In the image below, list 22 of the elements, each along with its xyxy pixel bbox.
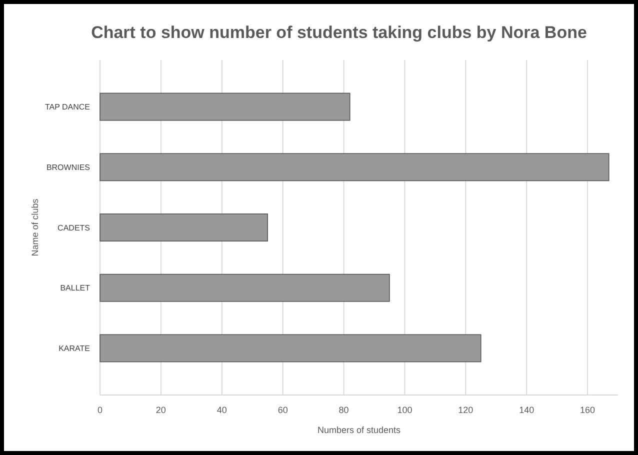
- x-tick-label: 40: [216, 405, 227, 415]
- x-tick-label: 140: [519, 405, 534, 415]
- bar: [100, 214, 268, 242]
- x-tick-label: 100: [397, 405, 412, 415]
- x-tick-label: 160: [580, 405, 596, 415]
- y-axis-title: Name of clubs: [30, 198, 40, 256]
- chart-title: Chart to show number of students taking clubs by Nora Bone: [91, 23, 587, 42]
- x-tick-label: 120: [458, 405, 474, 415]
- y-tick-label: BROWNIES: [46, 162, 90, 172]
- y-tick-label: KARATE: [58, 344, 90, 354]
- x-tick-label: 80: [338, 405, 349, 415]
- bar: [100, 153, 610, 182]
- x-axis-title: Numbers of students: [317, 425, 402, 435]
- x-tick-label: 60: [278, 405, 288, 415]
- y-tick-label: BALLET: [60, 284, 90, 293]
- x-tick-label: 0: [97, 405, 103, 415]
- x-tick-label: 20: [156, 405, 166, 415]
- y-tick-label: CADETS: [58, 223, 90, 232]
- y-tick-label: TAP DANCE: [44, 102, 90, 112]
- bar: [100, 92, 350, 121]
- bar: [100, 274, 390, 302]
- bar: [100, 334, 482, 362]
